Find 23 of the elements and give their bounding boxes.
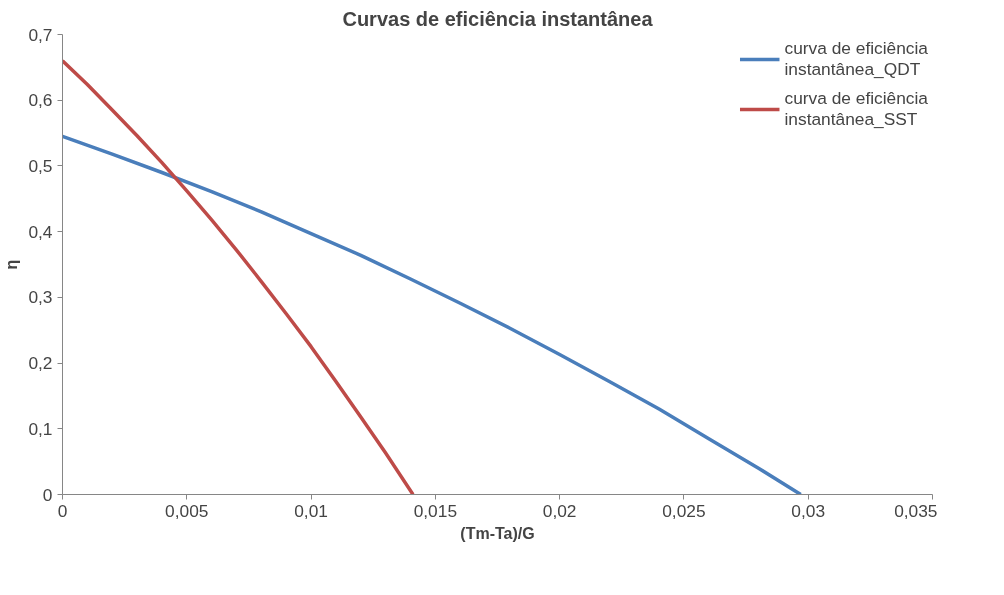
chart-title: Curvas de eficiência instantânea bbox=[342, 7, 654, 30]
x-tick-label: 0,035 bbox=[894, 500, 938, 521]
y-axis-title: η bbox=[3, 259, 21, 270]
x-axis-title: (Tm-Ta)/G bbox=[460, 524, 535, 542]
x-tick-label: 0,02 bbox=[542, 500, 577, 521]
line-series bbox=[62, 59, 415, 495]
x-tick-label: 0,015 bbox=[413, 500, 458, 521]
x-tick-label: 0 bbox=[57, 500, 68, 521]
x-tick-label: 0,005 bbox=[165, 500, 209, 521]
y-tick-label: 0,2 bbox=[28, 353, 53, 374]
y-tick-label: 0,7 bbox=[28, 24, 53, 45]
x-tick-label: 0,025 bbox=[662, 500, 706, 521]
legend-label: curva de eficiência instantânea_QDT bbox=[784, 38, 928, 80]
y-tick-label: 0,1 bbox=[28, 418, 53, 439]
line-series bbox=[62, 134, 803, 495]
y-tick-label: 0 bbox=[42, 484, 53, 505]
y-tick-label: 0,4 bbox=[28, 221, 53, 242]
y-tick-label: 0,6 bbox=[28, 90, 53, 111]
legend-label: curva de eficiência instantânea_SST bbox=[784, 88, 928, 130]
y-tick-label: 0,3 bbox=[28, 287, 53, 308]
y-tick-label: 0,5 bbox=[28, 155, 53, 176]
x-tick-label: 0,01 bbox=[294, 500, 328, 521]
x-tick-label: 0,03 bbox=[791, 500, 826, 521]
